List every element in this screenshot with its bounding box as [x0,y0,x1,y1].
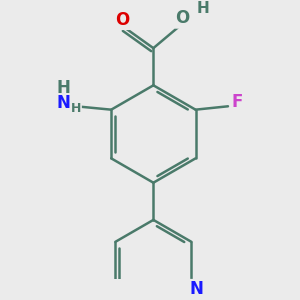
Text: O: O [115,11,129,29]
Text: H: H [57,79,71,97]
Text: N: N [190,280,204,298]
Text: O: O [175,9,190,27]
Text: N: N [57,94,71,112]
Text: H: H [71,102,81,115]
Text: H: H [197,2,209,16]
Text: F: F [231,93,242,111]
